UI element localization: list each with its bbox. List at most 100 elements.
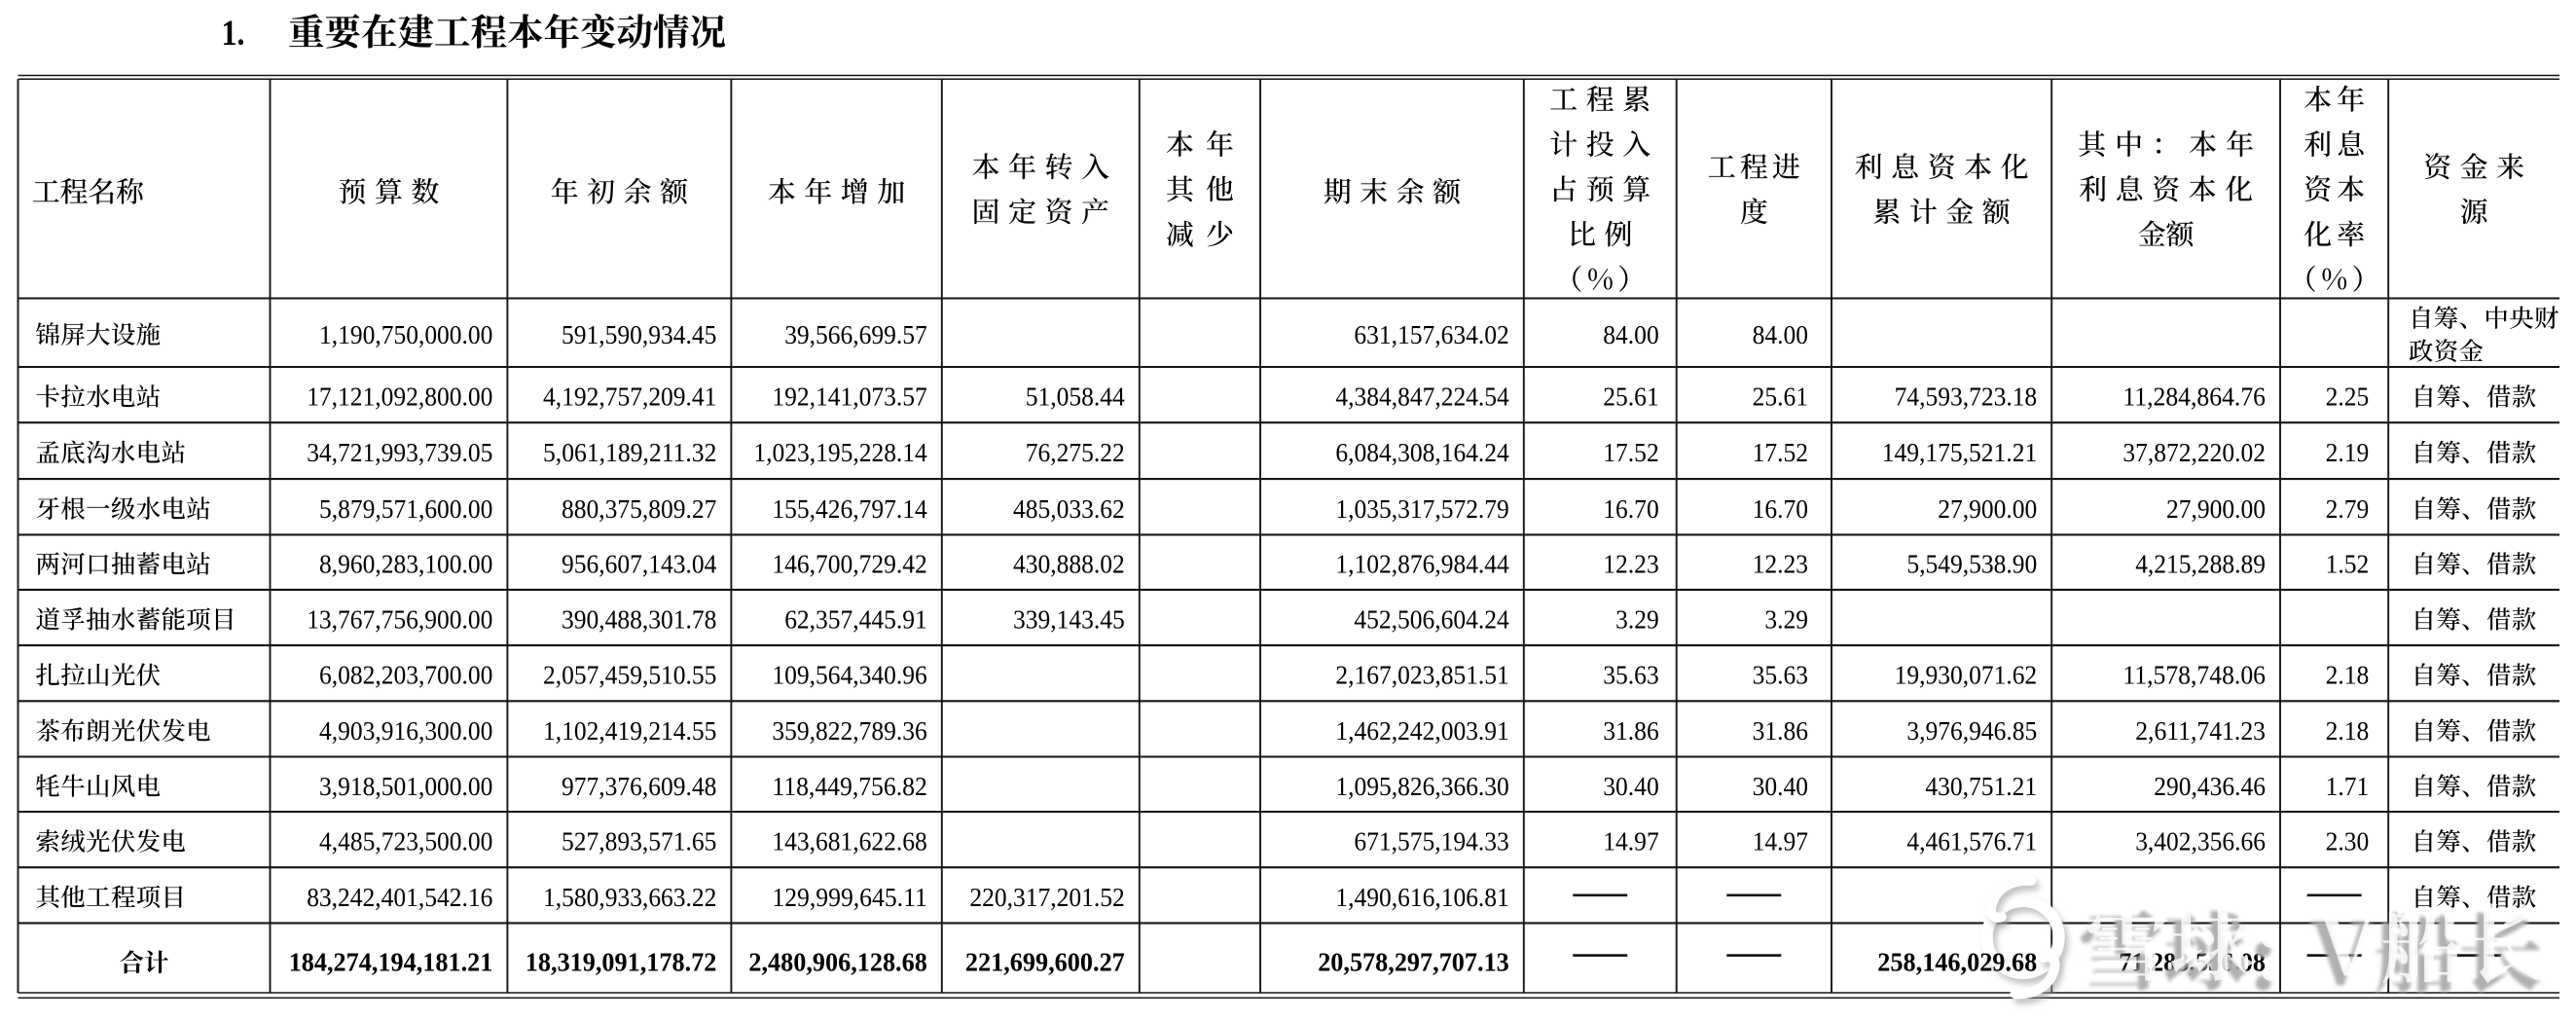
svg-text:258,146,029.68: 258,146,029.68	[1877, 948, 2037, 978]
svg-text:1.71: 1.71	[2326, 772, 2370, 802]
svg-text:6,082,203,700.00: 6,082,203,700.00	[319, 661, 492, 691]
svg-text:16.70: 16.70	[1753, 494, 1808, 525]
svg-text:3,402,356.66: 3,402,356.66	[2135, 827, 2266, 857]
svg-text:2.18: 2.18	[2326, 716, 2370, 747]
svg-text:35.63: 35.63	[1753, 661, 1808, 691]
svg-text:84.00: 84.00	[1603, 320, 1658, 350]
svg-text:19,930,071.62: 19,930,071.62	[1895, 661, 2038, 691]
svg-text:192,141,073.57: 192,141,073.57	[772, 382, 926, 413]
svg-text:956,607,143.04: 956,607,143.04	[562, 550, 716, 580]
svg-text:39,566,699.57: 39,566,699.57	[784, 320, 927, 350]
svg-text:84.00: 84.00	[1753, 320, 1808, 350]
svg-text:1.52: 1.52	[2326, 550, 2370, 580]
svg-text:5,879,571,600.00: 5,879,571,600.00	[319, 494, 492, 525]
svg-text:631,157,634.02: 631,157,634.02	[1354, 320, 1508, 350]
svg-text:4,461,576.71: 4,461,576.71	[1906, 827, 2037, 857]
svg-text:16.70: 16.70	[1603, 494, 1658, 525]
svg-text:1,102,419,214.55: 1,102,419,214.55	[543, 716, 716, 747]
svg-text:1,190,750,000.00: 1,190,750,000.00	[319, 320, 492, 350]
svg-text:2.25: 2.25	[2326, 382, 2370, 413]
svg-text:11,284,864.76: 11,284,864.76	[2122, 382, 2266, 413]
svg-text:591,590,934.45: 591,590,934.45	[562, 320, 716, 350]
svg-text:12.23: 12.23	[1753, 550, 1808, 580]
svg-text:76,275.22: 76,275.22	[1026, 438, 1125, 468]
svg-text:13,767,756,900.00: 13,767,756,900.00	[307, 605, 492, 636]
svg-text:430,888.02: 430,888.02	[1013, 550, 1125, 580]
svg-text:390,488,301.78: 390,488,301.78	[562, 605, 716, 636]
svg-text:1.: 1.	[222, 14, 245, 54]
svg-text:62,357,445.91: 62,357,445.91	[784, 605, 927, 636]
svg-text:2.30: 2.30	[2326, 827, 2370, 857]
svg-text:4,485,723,500.00: 4,485,723,500.00	[319, 827, 492, 857]
svg-text:12.23: 12.23	[1603, 550, 1658, 580]
svg-text:83,242,401,542.16: 83,242,401,542.16	[307, 883, 492, 913]
svg-text:30.40: 30.40	[1603, 772, 1658, 802]
svg-text:25.61: 25.61	[1603, 382, 1658, 413]
svg-text:1,102,876,984.44: 1,102,876,984.44	[1335, 550, 1508, 580]
svg-text:5,061,189,211.32: 5,061,189,211.32	[543, 438, 716, 468]
svg-text:184,274,194,181.21: 184,274,194,181.21	[289, 948, 493, 978]
svg-text:2,480,906,128.68: 2,480,906,128.68	[748, 948, 926, 978]
svg-text:31.86: 31.86	[1753, 716, 1808, 747]
svg-text:51,058.44: 51,058.44	[1026, 382, 1125, 413]
svg-text:37,872,220.02: 37,872,220.02	[2122, 438, 2266, 468]
svg-text:1,580,933,663.22: 1,580,933,663.22	[543, 883, 716, 913]
svg-text:359,822,789.36: 359,822,789.36	[772, 716, 926, 747]
svg-text:6,084,308,164.24: 6,084,308,164.24	[1335, 438, 1508, 468]
svg-text:8,960,283,100.00: 8,960,283,100.00	[319, 550, 492, 580]
svg-text:4,192,757,209.41: 4,192,757,209.41	[543, 382, 716, 413]
svg-text:1,490,616,106.81: 1,490,616,106.81	[1335, 883, 1508, 913]
svg-text:2,611,741.23: 2,611,741.23	[2135, 716, 2266, 747]
svg-text:2.19: 2.19	[2326, 438, 2370, 468]
svg-text:27,900.00: 27,900.00	[2166, 494, 2266, 525]
svg-text:14.97: 14.97	[1753, 827, 1808, 857]
svg-text:527,893,571.65: 527,893,571.65	[562, 827, 716, 857]
svg-text:2,167,023,851.51: 2,167,023,851.51	[1335, 661, 1508, 691]
svg-text:1,462,242,003.91: 1,462,242,003.91	[1335, 716, 1508, 747]
svg-text:671,575,194.33: 671,575,194.33	[1354, 827, 1508, 857]
svg-text:221,699,600.27: 221,699,600.27	[965, 948, 1125, 978]
svg-text:452,506,604.24: 452,506,604.24	[1354, 605, 1508, 636]
svg-text:2.18: 2.18	[2326, 661, 2370, 691]
svg-text:2.79: 2.79	[2326, 494, 2370, 525]
svg-text:3,918,501,000.00: 3,918,501,000.00	[319, 772, 492, 802]
svg-text:118,449,756.82: 118,449,756.82	[772, 772, 926, 802]
svg-text:1,035,317,572.79: 1,035,317,572.79	[1335, 494, 1508, 525]
svg-text:27,900.00: 27,900.00	[1938, 494, 2037, 525]
svg-text:20,578,297,707.13: 20,578,297,707.13	[1318, 948, 1509, 978]
svg-text:74,593,723.18: 74,593,723.18	[1895, 382, 2038, 413]
svg-text:11,578,748.06: 11,578,748.06	[2122, 661, 2266, 691]
svg-text:977,376,609.48: 977,376,609.48	[562, 772, 716, 802]
svg-text:17,121,092,800.00: 17,121,092,800.00	[307, 382, 492, 413]
svg-text:1,023,195,228.14: 1,023,195,228.14	[753, 438, 926, 468]
svg-text:3.29: 3.29	[1615, 605, 1659, 636]
svg-text:35.63: 35.63	[1603, 661, 1658, 691]
svg-text:339,143.45: 339,143.45	[1013, 605, 1125, 636]
svg-text:17.52: 17.52	[1603, 438, 1658, 468]
svg-text:18,319,091,178.72: 18,319,091,178.72	[526, 948, 717, 978]
svg-text:485,033.62: 485,033.62	[1013, 494, 1125, 525]
svg-text:4,384,847,224.54: 4,384,847,224.54	[1335, 382, 1508, 413]
svg-text:34,721,993,739.05: 34,721,993,739.05	[307, 438, 492, 468]
svg-text:149,175,521.21: 149,175,521.21	[1882, 438, 2037, 468]
svg-text:31.86: 31.86	[1603, 716, 1658, 747]
svg-text:30.40: 30.40	[1753, 772, 1808, 802]
svg-text:109,564,340.96: 109,564,340.96	[772, 661, 926, 691]
svg-text:129,999,645.11: 129,999,645.11	[772, 883, 926, 913]
svg-text:25.61: 25.61	[1753, 382, 1808, 413]
svg-text:2,057,459,510.55: 2,057,459,510.55	[543, 661, 716, 691]
svg-text:4,903,916,300.00: 4,903,916,300.00	[319, 716, 492, 747]
svg-text:3,976,946.85: 3,976,946.85	[1906, 716, 2037, 747]
svg-text:14.97: 14.97	[1603, 827, 1658, 857]
svg-text:4,215,288.89: 4,215,288.89	[2135, 550, 2266, 580]
svg-text:430,751.21: 430,751.21	[1925, 772, 2037, 802]
svg-text:880,375,809.27: 880,375,809.27	[562, 494, 716, 525]
svg-text:155,426,797.14: 155,426,797.14	[772, 494, 926, 525]
svg-text:146,700,729.42: 146,700,729.42	[772, 550, 926, 580]
svg-text:1,095,826,366.30: 1,095,826,366.30	[1335, 772, 1508, 802]
svg-text:17.52: 17.52	[1753, 438, 1808, 468]
svg-text:143,681,622.68: 143,681,622.68	[772, 827, 926, 857]
svg-text:5,549,538.90: 5,549,538.90	[1906, 550, 2037, 580]
svg-text:220,317,201.52: 220,317,201.52	[969, 883, 1124, 913]
svg-text:3.29: 3.29	[1764, 605, 1808, 636]
